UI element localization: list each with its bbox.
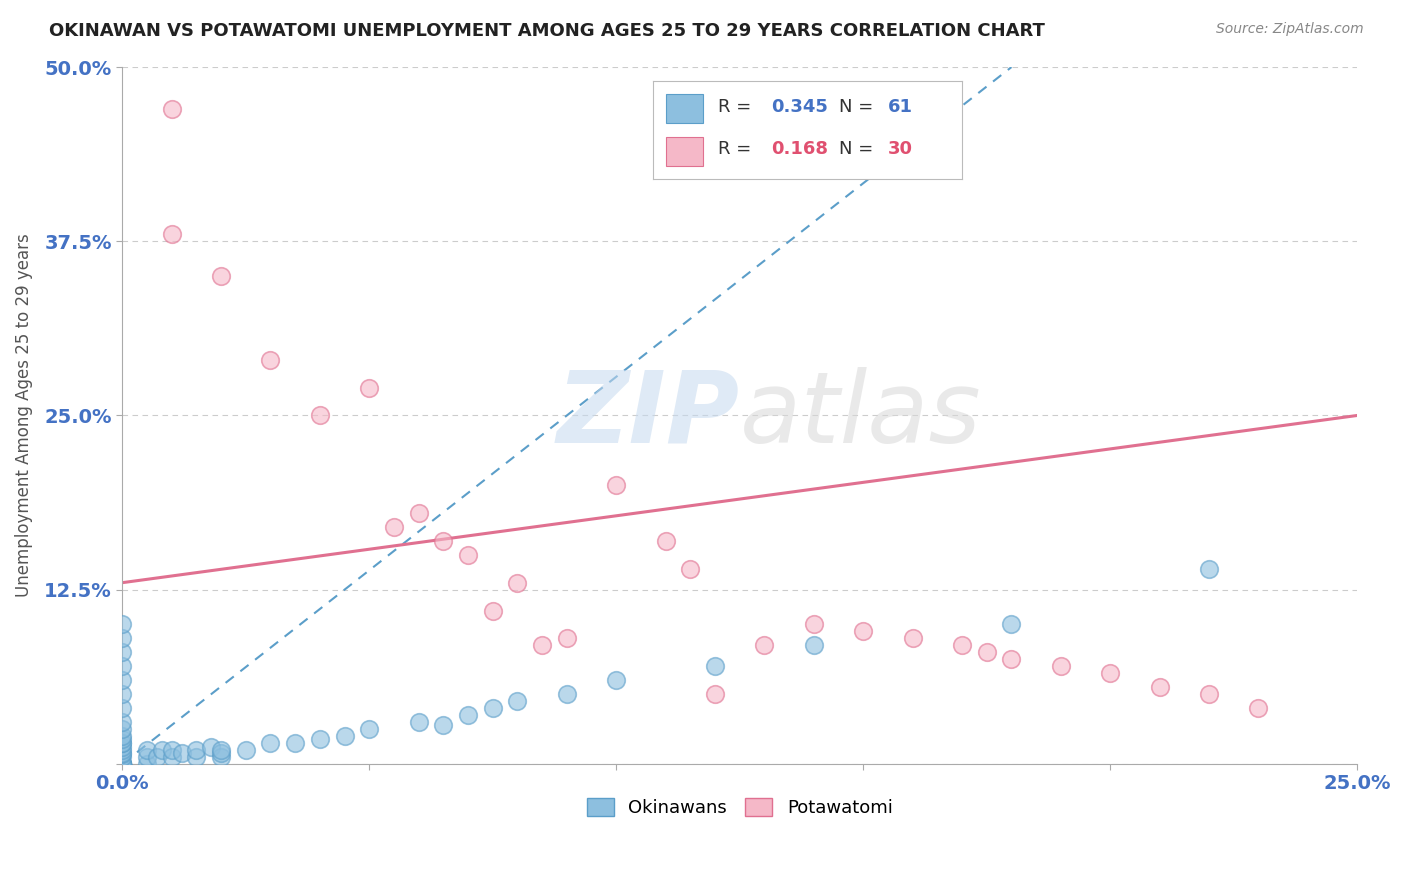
Point (160, 743, 183, 757)
Point (605, 478, 627, 492)
Point (111, 747, 134, 761)
Point (506, 694, 529, 708)
Point (654, 533, 676, 548)
Point (555, 687, 578, 701)
Text: Source: ZipAtlas.com: Source: ZipAtlas.com (1216, 22, 1364, 37)
Point (359, 381, 381, 395)
Point (679, 562, 702, 576)
Point (111, 740, 134, 755)
Text: atlas: atlas (740, 367, 981, 464)
Point (111, 673, 134, 688)
Point (950, 639, 973, 653)
Point (150, 743, 173, 757)
Point (382, 520, 405, 534)
Point (309, 731, 332, 746)
Point (457, 548, 479, 562)
Point (359, 722, 381, 736)
Point (111, 729, 134, 743)
Point (1000, 617, 1022, 632)
Point (481, 701, 503, 715)
Point (111, 736, 134, 750)
Point (146, 749, 169, 764)
Point (259, 352, 281, 367)
Point (605, 673, 627, 688)
Legend: Okinawans, Potawatomi: Okinawans, Potawatomi (579, 790, 900, 824)
Point (555, 632, 578, 646)
Point (333, 729, 356, 743)
Point (1247, 701, 1270, 715)
Point (160, 102, 183, 116)
Point (209, 743, 232, 757)
Point (803, 617, 825, 632)
Text: ZIP: ZIP (557, 367, 740, 464)
Point (457, 708, 479, 723)
Point (111, 736, 134, 750)
Point (186, 749, 208, 764)
Point (506, 575, 529, 590)
Point (209, 749, 232, 764)
Point (1198, 562, 1220, 576)
Point (111, 746, 134, 760)
Point (209, 746, 232, 760)
Point (111, 756, 134, 771)
Point (136, 756, 159, 771)
Point (186, 743, 208, 757)
Point (1198, 687, 1220, 701)
Point (111, 687, 134, 701)
Point (111, 756, 134, 771)
Point (136, 749, 159, 764)
Point (170, 746, 193, 760)
Point (408, 714, 430, 729)
Point (111, 756, 134, 771)
Point (754, 639, 776, 653)
Point (111, 756, 134, 771)
Point (235, 743, 257, 757)
Point (111, 756, 134, 771)
Text: OKINAWAN VS POTAWATOMI UNEMPLOYMENT AMONG AGES 25 TO 29 YEARS CORRELATION CHART: OKINAWAN VS POTAWATOMI UNEMPLOYMENT AMON… (49, 22, 1045, 40)
Point (259, 736, 281, 750)
Point (1099, 666, 1122, 681)
Point (160, 227, 183, 242)
Point (1050, 659, 1073, 673)
Point (901, 632, 924, 646)
Point (1000, 652, 1022, 666)
Point (111, 756, 134, 771)
Point (200, 740, 222, 755)
Point (111, 645, 134, 659)
Point (111, 756, 134, 771)
Point (309, 409, 332, 423)
Point (111, 756, 134, 771)
Point (432, 718, 454, 732)
Point (704, 659, 727, 673)
Point (111, 756, 134, 771)
Y-axis label: Unemployment Among Ages 25 to 29 years: Unemployment Among Ages 25 to 29 years (15, 234, 32, 598)
Point (111, 632, 134, 646)
Point (1149, 680, 1171, 694)
Point (408, 506, 430, 520)
Point (111, 756, 134, 771)
Point (111, 743, 134, 757)
Point (111, 756, 134, 771)
Point (481, 603, 503, 617)
Point (432, 533, 454, 548)
Point (531, 639, 554, 653)
Point (976, 645, 998, 659)
Point (111, 714, 134, 729)
Point (111, 749, 134, 764)
Point (111, 756, 134, 771)
Point (111, 731, 134, 746)
Point (160, 749, 183, 764)
Point (111, 617, 134, 632)
Point (284, 736, 307, 750)
Point (111, 722, 134, 736)
Point (704, 687, 727, 701)
Point (803, 639, 825, 653)
Point (209, 269, 232, 284)
Point (852, 624, 875, 639)
Point (111, 701, 134, 715)
Point (136, 743, 159, 757)
Point (111, 659, 134, 673)
